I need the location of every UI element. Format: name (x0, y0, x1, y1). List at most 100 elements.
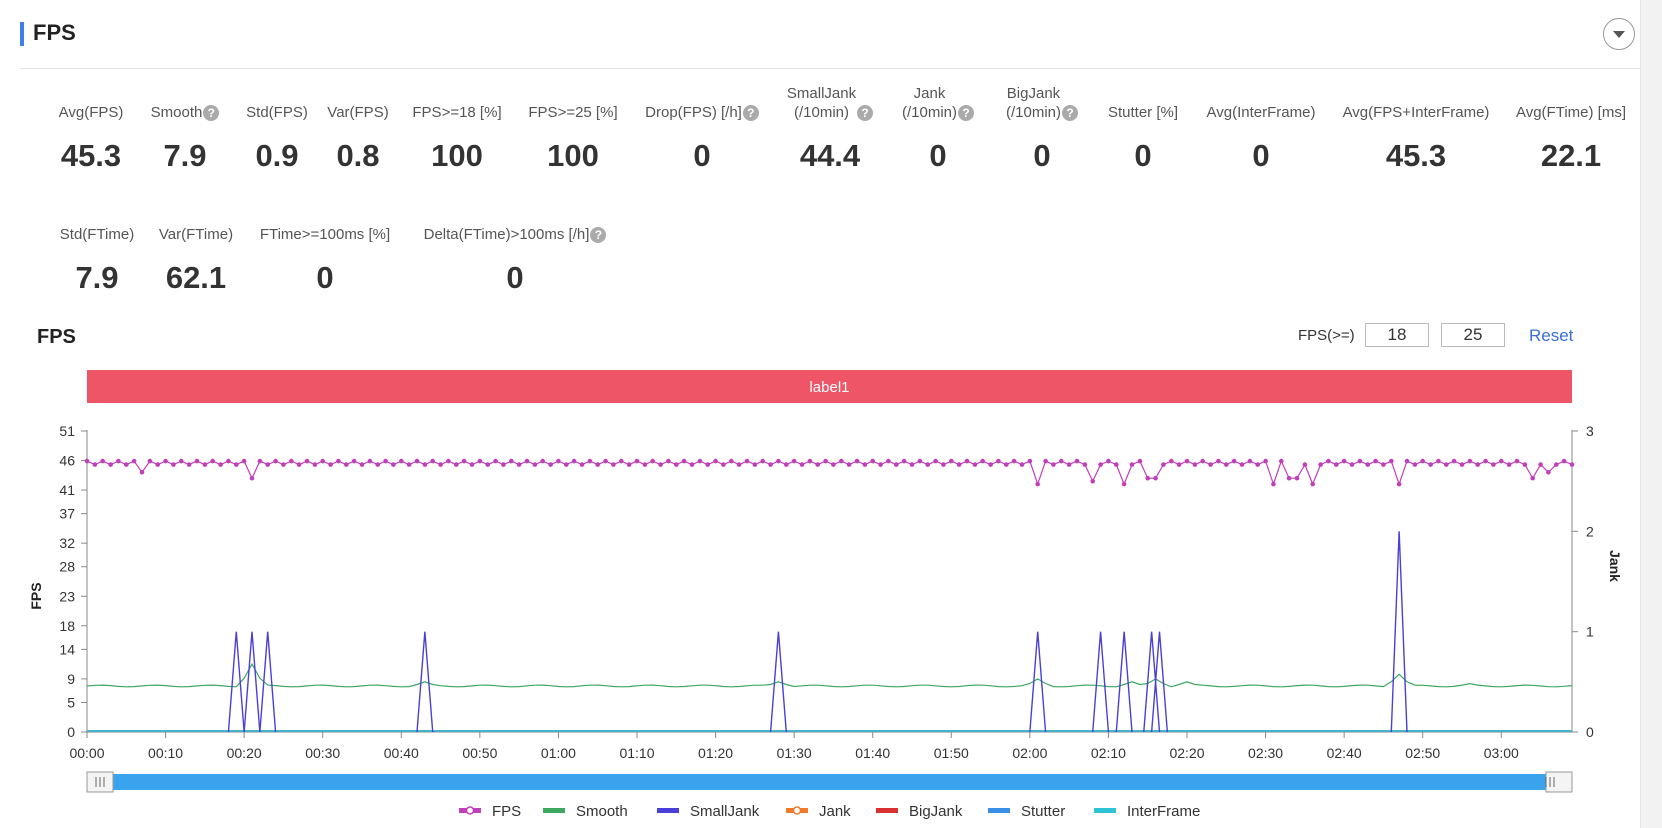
label-band-text: label1 (809, 379, 849, 396)
help-icon[interactable]: ? (958, 105, 974, 121)
fps-point (1192, 462, 1198, 467)
x-tick-label: 00:20 (227, 745, 262, 761)
metric-label: Std(FTime) (0, 206, 197, 244)
fps-point (1428, 462, 1433, 467)
metric-label: FPS>=25 [%] (473, 84, 673, 122)
help-icon[interactable]: ? (203, 105, 220, 121)
help-icon[interactable]: ? (857, 105, 874, 121)
fps-point (674, 462, 679, 467)
legend-item-fps[interactable]: FPS (459, 803, 521, 820)
legend-item-jank[interactable]: Jank (786, 803, 851, 820)
help-icon[interactable]: ? (1062, 105, 1078, 121)
fps-point (1208, 462, 1213, 467)
x-tick-label: 02:40 (1327, 745, 1362, 761)
fps-line (86, 459, 1573, 486)
fps-point (611, 462, 616, 467)
fps-point (854, 458, 860, 464)
fps-point (194, 458, 200, 464)
metric-9: Jank (/10min)? 0 (838, 84, 1038, 174)
fps-point (1491, 462, 1496, 467)
smalljank-spike (1143, 631, 1161, 733)
fps-point (1334, 462, 1339, 467)
legend-item-interframe[interactable]: InterFrame (1094, 803, 1200, 820)
fps-point (163, 458, 168, 464)
fps-point (359, 462, 365, 467)
metric-4: Var(FPS) 0.8 (258, 84, 458, 174)
zoom-slider (86, 771, 1573, 793)
fps-point (1247, 458, 1253, 464)
fps-point (1404, 458, 1410, 464)
help-icon[interactable]: ? (742, 105, 759, 121)
x-tick-label: 02:30 (1248, 745, 1283, 761)
fps-point (626, 462, 632, 467)
collapse-button[interactable] (1603, 18, 1635, 50)
metric-value: 62.1 (165, 260, 227, 295)
fps-point (1035, 481, 1040, 487)
fps-point (776, 458, 781, 464)
metric-value: 0 (1033, 138, 1051, 173)
fps-point (1129, 462, 1135, 467)
chart-title: FPS (37, 326, 76, 348)
y-left-tick-label: 0 (67, 724, 75, 740)
fps-point (524, 458, 530, 464)
help-icon[interactable]: ? (590, 227, 607, 243)
fps-point (1436, 458, 1441, 464)
legend-item-bigjank[interactable]: BigJank (876, 803, 963, 820)
y-left-tick-label: 51 (59, 423, 75, 439)
metric-value: 7.9 (75, 260, 119, 295)
fps-point (289, 458, 294, 464)
legend-item-stutter[interactable]: Stutter (988, 803, 1065, 820)
legend-label: InterFrame (1127, 803, 1200, 820)
reset-button[interactable]: Reset (1529, 326, 1574, 345)
legend-label: Stutter (1021, 803, 1065, 820)
legend-item-smooth[interactable]: Smooth (543, 803, 628, 820)
fps-point (1200, 458, 1205, 464)
metric-label: Avg(FPS) (0, 84, 191, 122)
metric-16: Var(FTime) 62.1 (96, 206, 296, 296)
fps-point (878, 462, 883, 467)
fps-point (1263, 458, 1268, 464)
fps-threshold-high-input[interactable] (1441, 323, 1505, 347)
legend-label: Jank (819, 803, 851, 820)
smalljank-spike (1029, 631, 1047, 733)
fps-point (1506, 462, 1512, 467)
metric-label: Var(FTime) (96, 206, 296, 244)
x-tick-label: 00:00 (69, 745, 104, 761)
y-left-tick-label: 18 (59, 618, 75, 634)
fps-threshold-low-input[interactable] (1365, 323, 1429, 347)
legend-swatch (543, 808, 565, 813)
metric-value: 0.9 (255, 138, 299, 173)
fps-point (1011, 458, 1017, 464)
fps-point (980, 458, 985, 464)
fps-point (1514, 458, 1520, 464)
fps-point (1004, 462, 1009, 467)
fps-point (1286, 475, 1292, 481)
smalljank-spike (1390, 531, 1408, 733)
fps-point (925, 462, 930, 467)
metric-5: FPS>=18 [%] 100 (357, 84, 557, 174)
y-left-tick-label: 41 (59, 482, 75, 498)
fps-point (1349, 462, 1355, 467)
series-smooth (86, 662, 1573, 688)
fps-point (619, 458, 624, 464)
metric-6: FPS>=25 [%] 100 (473, 84, 673, 174)
y-left-tick-label: 9 (67, 671, 75, 687)
fps-point (1451, 458, 1457, 464)
y-right-tick-label: 1 (1586, 624, 1594, 640)
fps-point (1121, 481, 1127, 487)
title-accent-bar (20, 22, 24, 46)
fps-point (603, 458, 608, 464)
fps-point (399, 458, 404, 464)
metric-12: Avg(InterFrame) 0 (1161, 84, 1361, 174)
panel-header: FPS (20, 14, 1640, 69)
legend-label: Smooth (576, 803, 628, 820)
legend-item-smalljank[interactable]: SmallJank (657, 803, 760, 820)
fps-point (1459, 462, 1465, 467)
metric-11: Stutter [%] 0 (1043, 84, 1243, 174)
fps-point (1357, 458, 1363, 464)
metric-label: Avg(InterFrame) (1161, 84, 1361, 122)
fps-point (461, 458, 467, 464)
x-tick-label: 00:10 (148, 745, 183, 761)
metric-value: 0.8 (336, 138, 380, 173)
